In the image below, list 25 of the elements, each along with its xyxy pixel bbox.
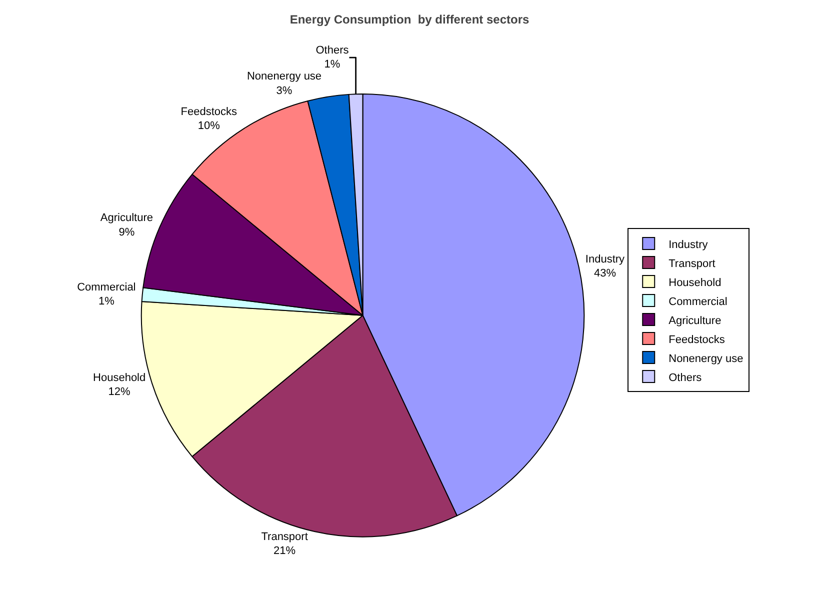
legend-label: Transport [668, 258, 716, 270]
slice-label: Household [93, 372, 146, 384]
slice-label: Others [316, 44, 350, 56]
slice-label: Nonenergy use [246, 70, 322, 83]
data-label: 12% [108, 386, 131, 398]
slice-label: Feedstocks [180, 106, 238, 118]
data-label: 3% [276, 85, 292, 98]
slice-label: Industry [585, 253, 626, 266]
legend-label: Household [668, 276, 722, 289]
data-label: 1% [98, 296, 115, 308]
data-label: 43% [594, 268, 616, 280]
slice-label: Agriculture [100, 212, 153, 224]
legend-label: Nonenergy use [668, 352, 744, 365]
legend-label: Commercial [668, 296, 728, 308]
slice-label: Transport [261, 530, 308, 543]
legend-label: Industry [668, 238, 708, 251]
legend-label: Feedstocks [668, 334, 726, 346]
chart-title: Energy Consumption by different sectors [290, 12, 530, 26]
data-label: 21% [274, 545, 296, 558]
data-label: 9% [118, 226, 135, 239]
legend-label: Agriculture [668, 314, 722, 327]
legend-label: Others [668, 372, 702, 384]
data-label: 1% [324, 58, 340, 71]
slice-label: Commercial [77, 281, 136, 294]
data-label: 10% [198, 120, 220, 132]
